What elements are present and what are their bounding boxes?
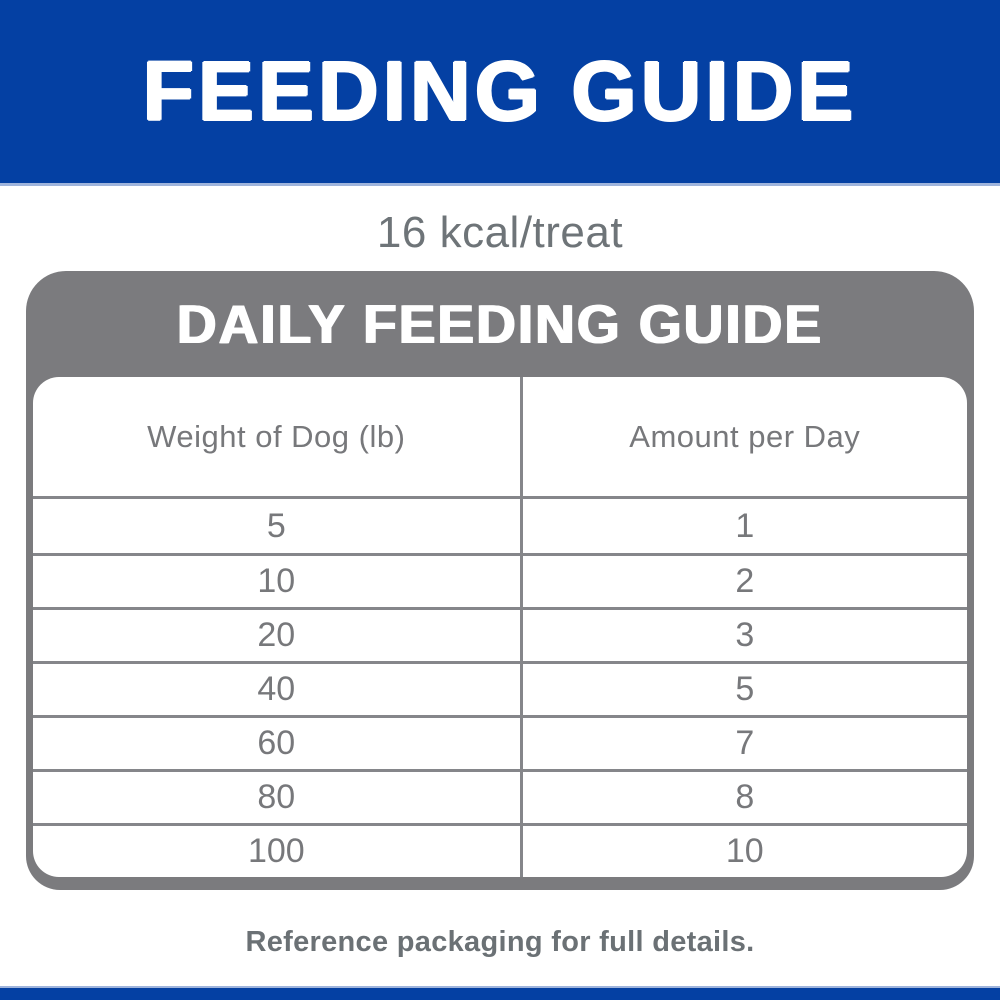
weight-cell: 80 (257, 778, 296, 816)
table-row: 80 8 (33, 769, 967, 823)
weight-cell: 100 (247, 832, 305, 870)
column-header-weight: Weight of Dog (lb) (147, 418, 406, 454)
page-title: FEEDING GUIDE (142, 44, 858, 138)
weight-cell: 20 (257, 616, 296, 654)
kcal-per-treat-label: 16 kcal/treat (376, 208, 624, 257)
amount-cell: 5 (519, 664, 967, 715)
table-row: 100 10 (33, 823, 967, 877)
daily-feeding-guide-box: DAILY FEEDING GUIDE Weight of Dog (lb) A… (26, 271, 974, 890)
table-row: 60 7 (33, 715, 967, 769)
feeding-table: Weight of Dog (lb) Amount per Day 5 1 10 2 2… (33, 377, 967, 877)
feeding-table-body: 5 1 10 2 20 3 40 5 60 7 80 8 100 10 (33, 499, 967, 877)
weight-cell: 10 (257, 562, 296, 600)
footer-note: Reference packaging for full details. (245, 926, 755, 958)
bottom-blue-bar (0, 986, 1000, 1000)
top-banner: FEEDING GUIDE (0, 0, 1000, 186)
table-header-row: Weight of Dog (lb) Amount per Day (33, 377, 967, 499)
table-row: 40 5 (33, 661, 967, 715)
weight-cell: 5 (266, 506, 286, 545)
amount-cell: 7 (519, 718, 967, 769)
weight-cell: 40 (257, 670, 296, 708)
weight-cell: 60 (257, 724, 296, 762)
amount-cell: 2 (519, 556, 967, 607)
amount-cell: 3 (519, 610, 967, 661)
amount-cell: 1 (519, 499, 967, 553)
table-row: 10 2 (33, 553, 967, 607)
amount-cell: 8 (519, 772, 967, 823)
amount-cell: 10 (519, 826, 967, 877)
guide-box-title: DAILY FEEDING GUIDE (176, 293, 824, 355)
column-header-amount: Amount per Day (519, 377, 967, 496)
table-row: 20 3 (33, 607, 967, 661)
